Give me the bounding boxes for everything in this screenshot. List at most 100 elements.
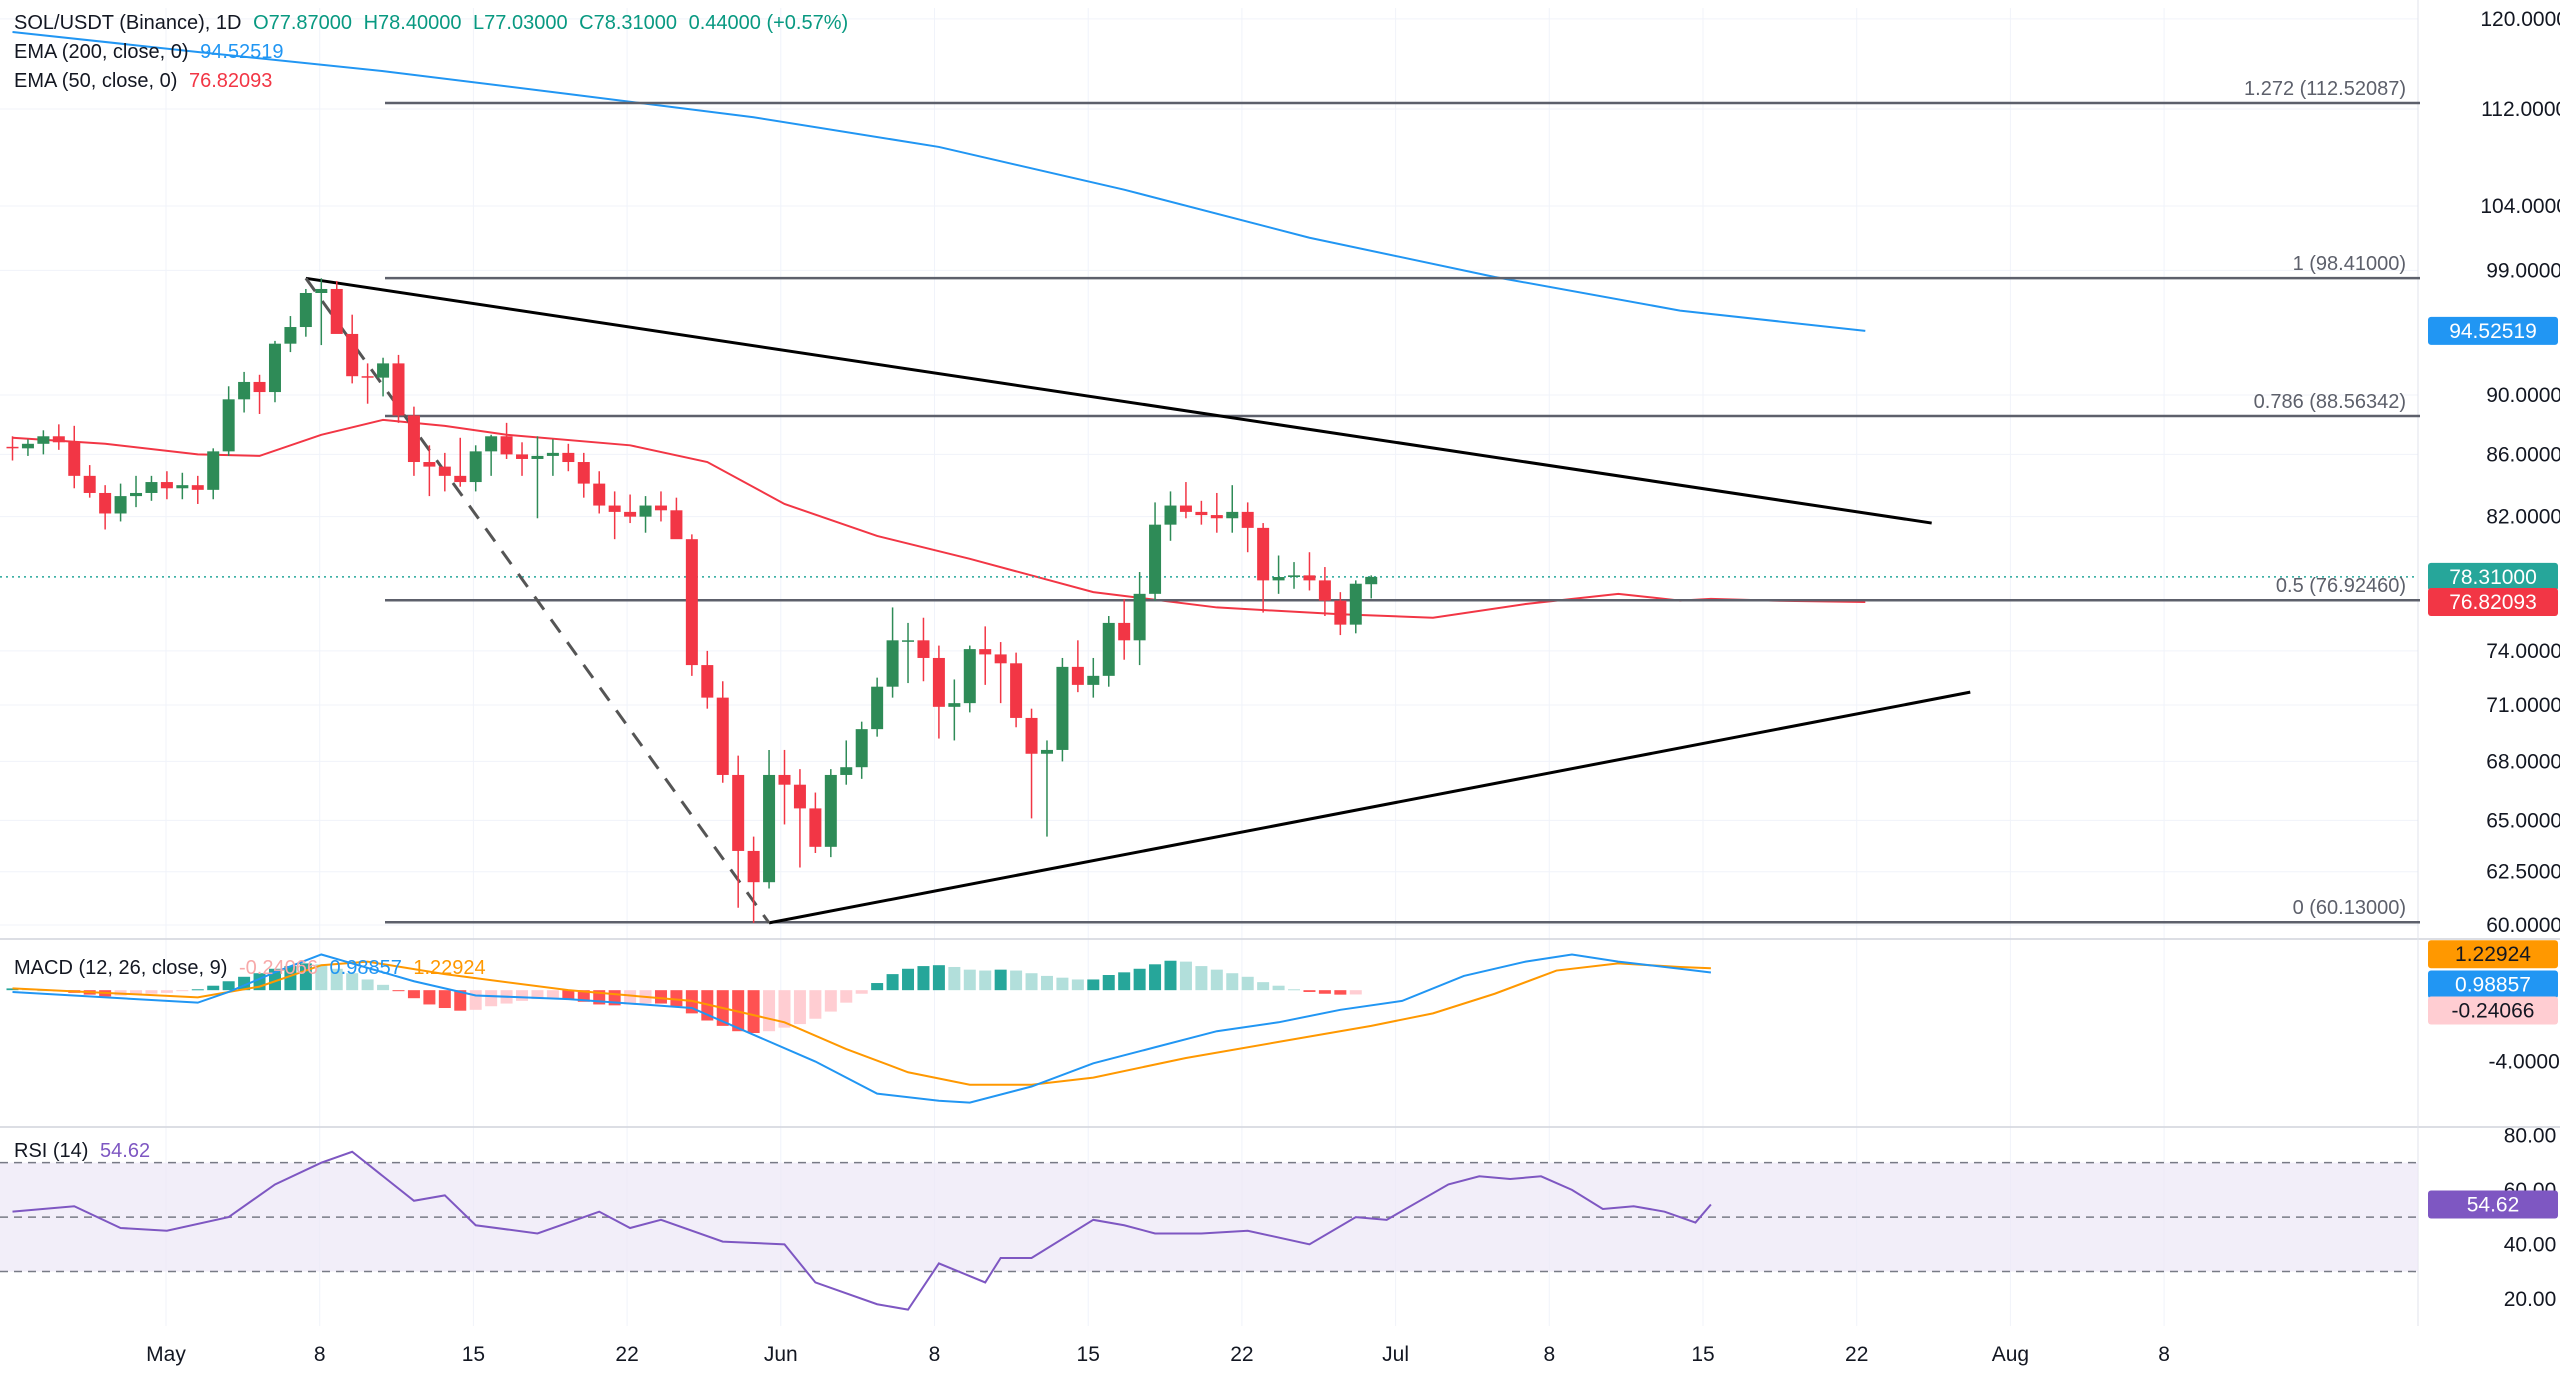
macd-histogram-bar xyxy=(284,966,297,991)
macd-histogram-bar xyxy=(1118,972,1131,991)
price-tick-label: 86.00000 xyxy=(2486,443,2560,466)
symbol-label[interactable]: SOL/USDT (Binance), 1D xyxy=(14,12,242,34)
rsi-badge: 54.62 xyxy=(2467,1194,2520,1217)
time-tick-label: 15 xyxy=(1077,1343,1100,1366)
candle-body xyxy=(407,415,420,463)
ema200-legend[interactable]: EMA (200, close, 0) 94.52519 xyxy=(14,41,290,64)
fibonacci-levels[interactable]: 1.272 (112.52087) 1 (98.41000) 0.786 (88.5… xyxy=(385,78,2420,924)
candle-body xyxy=(315,288,328,293)
ema50-line xyxy=(12,418,1866,619)
candle-body xyxy=(1318,580,1331,601)
macd-histogram-bar xyxy=(531,990,544,1000)
macd-histogram-bar xyxy=(1025,973,1038,991)
time-tick-label: Aug xyxy=(1992,1343,2029,1366)
macd-histogram-bar xyxy=(315,964,328,991)
candle-body xyxy=(469,451,482,483)
rsi-tick-label: 40.00 xyxy=(2504,1233,2557,1256)
macd-histogram-bar xyxy=(809,990,822,1019)
panel-separators xyxy=(0,0,2560,1326)
macd-histogram-bar xyxy=(793,990,806,1025)
time-tick-label: 15 xyxy=(462,1343,485,1366)
candle-body xyxy=(948,703,961,707)
macd-histogram-bar xyxy=(1288,989,1301,991)
price-badge: 94.52519 xyxy=(2449,320,2537,343)
high-value: H78.40000 xyxy=(363,12,462,34)
macd-histogram-bar xyxy=(1272,985,1285,991)
candle-body xyxy=(1056,666,1069,750)
price-badge: 78.31000 xyxy=(2449,566,2537,589)
candle-body xyxy=(1025,717,1038,754)
candle-body xyxy=(1195,511,1208,516)
moving-averages xyxy=(0,30,2418,619)
ema50-value: 76.82093 xyxy=(188,70,273,92)
macd-histogram-bar xyxy=(516,990,529,1001)
candle-body xyxy=(299,292,312,328)
candle-body xyxy=(423,462,436,467)
macd-histogram-bar xyxy=(145,990,158,994)
macd-histogram-bar xyxy=(454,990,467,1011)
rsi-badge-bg xyxy=(2428,1190,2558,1219)
candle-body xyxy=(1118,622,1131,641)
price-tick-label: 65.00000 xyxy=(2486,809,2560,832)
time-tick-label: 15 xyxy=(1691,1343,1714,1366)
open-value: O77.87000 xyxy=(253,12,353,34)
macd-histogram-bar xyxy=(994,969,1007,991)
macd-signal-badge: 1.22924 xyxy=(2455,943,2531,966)
candle-body xyxy=(485,436,498,452)
rsi-value: 54.62 xyxy=(100,1140,151,1162)
rsi-legend[interactable]: RSI (14) 54.62 xyxy=(14,1140,156,1163)
candle-body xyxy=(763,774,776,883)
macd-histogram-bar xyxy=(176,990,189,992)
trend-lines[interactable] xyxy=(304,276,1971,925)
fib-level-label: 0 (60.13000) xyxy=(2293,897,2406,919)
macd-line xyxy=(12,953,1712,1104)
candle-body xyxy=(1179,505,1192,512)
fib-level-label: 1.272 (112.52087) xyxy=(2244,78,2406,100)
macd-legend[interactable]: MACD (12, 26, close, 9) -0.24066 0.98857… xyxy=(14,957,492,980)
candle-body xyxy=(1257,527,1270,581)
ema200-value: 94.52519 xyxy=(200,41,284,63)
macd-histogram-bar xyxy=(546,990,559,999)
macd-histogram-bar xyxy=(423,990,436,1005)
price-tick-label: 60.00000 xyxy=(2486,914,2560,937)
macd-histogram-bar xyxy=(407,990,420,999)
price-badge: 76.82093 xyxy=(2449,591,2537,614)
candle-body xyxy=(932,657,945,707)
candle-body xyxy=(994,654,1007,664)
macd-line-badge: 0.98857 xyxy=(2455,974,2531,997)
macd-signal-value: 1.22924 xyxy=(413,957,486,979)
macd-hist-value: -0.24066 xyxy=(238,957,318,979)
candle-body xyxy=(114,496,127,514)
ema50-legend[interactable]: EMA (50, close, 0) 76.82093 xyxy=(14,70,278,93)
trendline-retracement xyxy=(304,277,771,924)
price-tick-label: 71.00000 xyxy=(2486,694,2560,717)
macd-label: MACD (12, 26, close, 9) xyxy=(14,957,228,979)
macd-histogram-bar xyxy=(1241,976,1254,991)
candle-body xyxy=(871,686,884,730)
time-axis[interactable]: May 8 15 22 Jun 8 15 22 Jul 8 15 22 Aug 8 xyxy=(146,1343,2170,1366)
rsi-tick-label: 80.00 xyxy=(2504,1124,2557,1147)
candle-body xyxy=(1272,577,1285,581)
macd-histogram-bar xyxy=(917,966,930,991)
candle-body xyxy=(531,455,544,459)
candle-body xyxy=(809,808,822,847)
candle-body xyxy=(855,729,868,768)
candle-body xyxy=(1040,749,1053,754)
macd-histogram-bar xyxy=(130,990,143,995)
macd-histogram-bar xyxy=(1257,982,1270,991)
candle-body xyxy=(1210,515,1223,519)
candle-body xyxy=(902,640,915,642)
candle-body xyxy=(99,492,112,514)
candle-body xyxy=(716,697,729,775)
candle-body xyxy=(963,649,976,704)
rsi-label: RSI (14) xyxy=(14,1140,89,1162)
candle-body xyxy=(1303,575,1316,581)
rsi-tick-label: 20.00 xyxy=(2504,1288,2557,1311)
macd-hist-badge-bg xyxy=(2428,996,2558,1025)
macd-histogram-bar xyxy=(763,990,776,1032)
macd-histogram-bar xyxy=(824,990,837,1012)
macd-histogram-bar xyxy=(1334,990,1347,995)
macd-histogram-bar xyxy=(577,990,590,1002)
price-axis[interactable]: 120.00000 112.00000 104.00000 99.00000 90.00… xyxy=(2480,8,2560,1311)
